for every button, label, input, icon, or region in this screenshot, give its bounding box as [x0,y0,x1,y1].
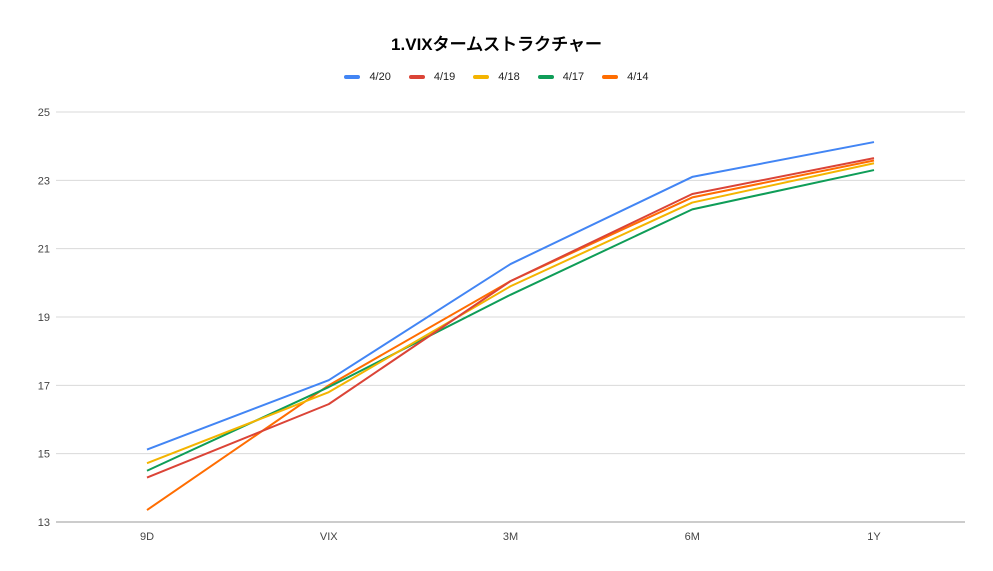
series-line-4-19 [146,157,875,479]
legend-label: 4/19 [433,71,456,83]
y-tick-label: 19 [38,312,50,324]
x-tick-label: 6M [685,531,700,543]
legend-label: 4/17 [562,71,585,83]
x-tick-label: 9D [140,531,154,543]
legend-item[interactable]: 4/20 [344,71,391,83]
legend-label: 4/18 [498,71,520,83]
y-tick-label: 17 [38,380,50,392]
legend-item[interactable]: 4/17 [537,71,585,83]
legend-label: 4/14 [627,71,649,83]
x-tick-label: 1Y [867,531,881,543]
legend-swatch [473,75,490,79]
y-tick-label: 25 [38,107,50,119]
x-tick-label: 3M [503,531,518,543]
series-line-4-18 [146,162,875,465]
series-line-4-20 [146,141,875,451]
x-tick-label: VIX [320,531,338,543]
legend-label: 4/20 [369,71,391,83]
series-line-4-17 [146,169,875,472]
legend-item[interactable]: 4/14 [602,71,649,83]
legend-item[interactable]: 4/18 [473,71,520,83]
legend-swatch [408,75,425,79]
legend-swatch [537,75,554,79]
legend-item[interactable]: 4/19 [408,71,456,83]
chart-title: 1.VIXタームストラクチャー [391,35,602,54]
chart-legend: 4/20 4/19 4/18 4/17 4/14 [0,71,993,83]
series-line-4-14 [146,159,875,511]
y-tick-label: 21 [38,244,50,256]
y-tick-label: 23 [38,175,50,187]
y-tick-label: 13 [38,517,50,529]
legend-swatch [602,75,619,79]
legend-swatch [344,75,361,79]
y-tick-label: 15 [38,449,50,461]
